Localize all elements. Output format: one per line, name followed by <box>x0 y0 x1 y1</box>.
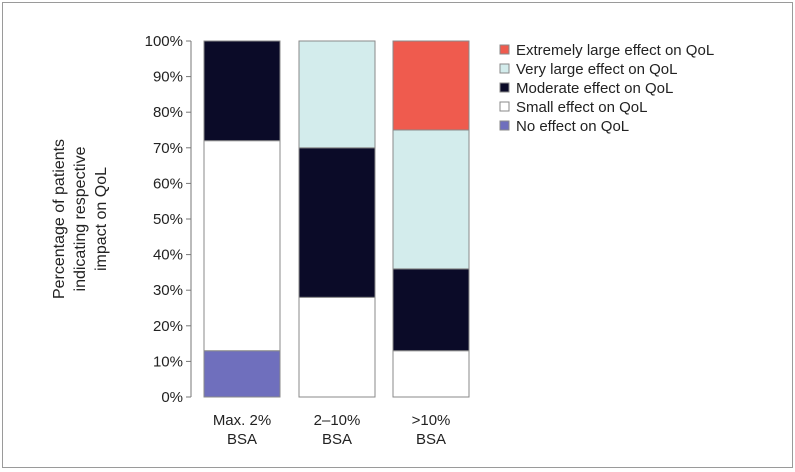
y-tick-label: 20% <box>153 318 183 335</box>
x-tick-label-unit: BSA <box>416 431 446 448</box>
stacked-bar-chart: Percentage of patients indicating respect… <box>51 33 714 448</box>
bar-segment-vlarge <box>298 40 376 149</box>
y-tick-label: 30% <box>153 282 183 299</box>
legend-swatch-small <box>499 101 510 112</box>
x-tick-label-unit: BSA <box>322 431 352 448</box>
y-tick-label: 80% <box>153 104 183 121</box>
legend-label-xlarge: Extremely large effect on QoL <box>516 42 714 59</box>
y-tick-label: 70% <box>153 140 183 157</box>
bar-segment-small <box>392 350 470 398</box>
legend-swatch-moderate <box>499 82 510 93</box>
legend: Extremely large effect on QoL Very large … <box>499 42 714 135</box>
bar-segment-vlarge <box>392 129 470 270</box>
legend-label-none: No effect on QoL <box>516 118 629 135</box>
legend-swatch-none <box>499 120 510 131</box>
bars <box>203 40 470 398</box>
legend-swatch-xlarge <box>499 44 510 55</box>
x-tick-label: Max. 2% <box>213 412 271 429</box>
legend-label-moderate: Moderate effect on QoL <box>516 80 673 97</box>
x-tick-label: 2–10% <box>314 412 361 429</box>
y-tick-label: 50% <box>153 211 183 228</box>
y-axis-label-line: indicating respective <box>72 146 89 291</box>
legend-label-small: Small effect on QoL <box>516 99 647 116</box>
y-tick-label: 90% <box>153 69 183 86</box>
y-tick-label: 100% <box>145 33 183 50</box>
y-axis: 0% 10% 20% 30% 40% 50% 60% 70% 80% 90% 100% <box>145 33 192 406</box>
y-axis-label: Percentage of patients indicating respect… <box>51 139 110 299</box>
bar-segment-small <box>298 296 376 398</box>
y-tick-label: 10% <box>153 353 183 370</box>
x-tick-label: >10% <box>412 412 451 429</box>
x-axis-labels: Max. 2% BSA 2–10% BSA >10% BSA <box>213 412 451 448</box>
y-axis-label-line: impact on QoL <box>93 167 110 271</box>
bar-segment-moderate <box>298 147 376 298</box>
bar-segment-xlarge <box>392 40 470 131</box>
x-tick-label-unit: BSA <box>227 431 257 448</box>
y-tick-label: 60% <box>153 175 183 192</box>
y-tick-label: 0% <box>161 389 183 406</box>
y-axis-label-line: Percentage of patients <box>51 139 68 299</box>
legend-swatch-vlarge <box>499 63 510 74</box>
bar-segment-moderate <box>203 40 281 142</box>
y-tick-label: 40% <box>153 247 183 264</box>
bar-segment-moderate <box>392 268 470 352</box>
legend-label-vlarge: Very large effect on QoL <box>516 61 678 78</box>
bar-segment-small <box>203 140 281 352</box>
bar-segment-none <box>203 350 281 398</box>
